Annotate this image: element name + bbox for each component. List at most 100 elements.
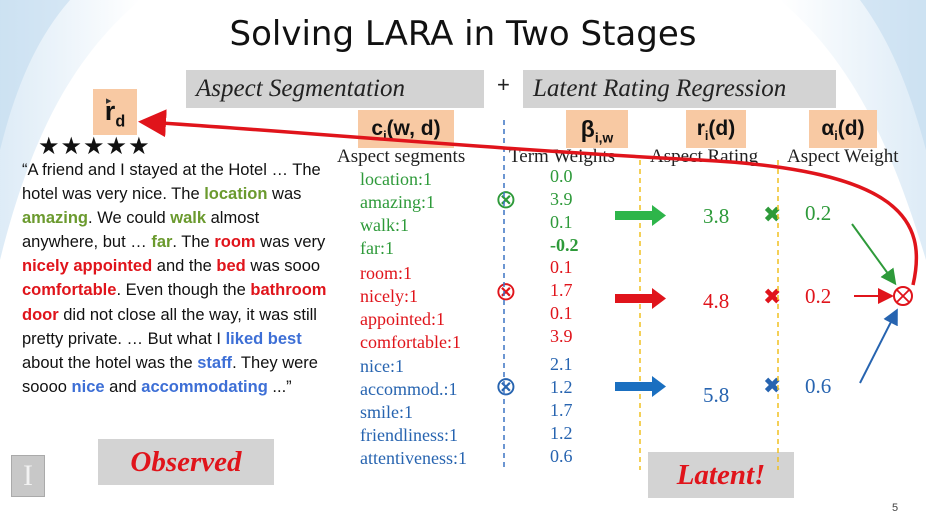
alpha-label: αi(d) [809, 110, 877, 148]
term-weight: 1.7 [550, 400, 573, 420]
review-text: “A friend and I stayed at the Hotel … Th… [22, 158, 332, 399]
aspect-rating-red: 4.8 [703, 289, 730, 313]
kw-bathroom-door: bathroom door [22, 281, 327, 324]
col-aspect-rating: Aspect Rating [650, 146, 759, 167]
kw-nice: nice [71, 377, 105, 396]
segment-term: room:1 [360, 263, 412, 283]
slide-title: Solving LARA in Two Stages [229, 14, 697, 54]
term-weight: 1.2 [550, 423, 573, 443]
kw-walk: walk [170, 209, 207, 228]
review-part: . Even though the [116, 281, 251, 300]
term-weight: 0.1 [550, 303, 573, 323]
rd-sub: d [115, 112, 126, 131]
segment-term: nice:1 [360, 356, 404, 376]
segment-term: appointed:1 [360, 309, 445, 329]
term-weight: 2.1 [550, 354, 573, 374]
kw-staff: staff [197, 353, 233, 372]
segment-term: far:1 [360, 238, 394, 258]
segment-term: location:1 [360, 169, 432, 189]
aspect-weight-blue: 0.6 [805, 374, 832, 398]
ci-label: ci(w, d) [358, 110, 454, 148]
segment-term: smile:1 [360, 402, 413, 422]
term-weight: 3.9 [550, 189, 573, 209]
segments-blue: nice:1 accommod.:1 smile:1 friendliness:… [360, 355, 467, 470]
segment-term: accommod.:1 [360, 379, 458, 399]
segment-term: walk:1 [360, 215, 409, 235]
stage1-box: Aspect Segmentation [186, 70, 484, 108]
kw-nicely-appointed: nicely appointed [22, 257, 153, 276]
aspect-rating-blue: 5.8 [703, 383, 730, 407]
review-part: about the hotel was the [22, 353, 198, 372]
ci-main: c [371, 117, 384, 140]
beta-label: βi,w [566, 110, 628, 148]
stage2-label: Latent Rating Regression [533, 75, 787, 102]
review-part: . They were soooo [22, 353, 318, 396]
segments-green: location:1 amazing:1 walk:1 far:1 [360, 168, 435, 260]
times-icon-green: ✖ [763, 203, 782, 228]
kw-room: room [214, 233, 256, 252]
term-weight: 0.1 [550, 212, 573, 232]
term-weight: 0.0 [550, 166, 573, 186]
review-part: was very [255, 233, 326, 252]
otimes-icon-green: ⊗ [495, 185, 517, 215]
term-weight: 1.7 [550, 280, 573, 300]
plus-sign: + [497, 72, 510, 97]
otimes-icon-blue: ⊗ [495, 372, 517, 402]
alpha-rest: (d) [837, 117, 865, 140]
ri-main: r [696, 117, 705, 140]
term-weight: 0.6 [550, 446, 573, 466]
star-rating: ★★★★★ [38, 133, 151, 160]
beta-main: β [580, 116, 595, 142]
times-icon-blue: ✖ [763, 374, 782, 399]
weights-red: 0.1 1.7 0.1 3.9 [550, 256, 573, 348]
segment-term: attentiveness:1 [360, 448, 467, 468]
review-part: and the [152, 257, 217, 276]
kw-comfortable: comfortable [22, 281, 117, 300]
university-logo: I [11, 455, 45, 497]
review-part: . We could [88, 209, 171, 228]
review-part: was sooo [245, 257, 321, 276]
stage1-label: Aspect Segmentation [196, 75, 405, 102]
rd-main: r [104, 96, 116, 126]
term-weight: 1.2 [550, 377, 573, 397]
kw-far: far [151, 233, 173, 252]
weights-blue: 2.1 1.2 1.7 1.2 0.6 [550, 353, 573, 468]
review-part: . The [172, 233, 215, 252]
segment-term: amazing:1 [360, 192, 435, 212]
ri-rest: (d) [708, 117, 736, 140]
aspect-weight-green: 0.2 [805, 201, 832, 225]
review-part: did not close all the way, it was still … [22, 305, 317, 348]
segments-red: room:1 nicely:1 appointed:1 comfortable:… [360, 262, 461, 354]
segment-term: nicely:1 [360, 286, 418, 306]
kw-liked-best: liked best [225, 329, 302, 348]
col-aspect-segments: Aspect segments [337, 146, 466, 167]
beta-sub: i,w [594, 130, 614, 146]
aspect-rating-green: 3.8 [703, 204, 730, 228]
stage2-box: Latent Rating Regression [523, 70, 836, 108]
page-number: 5 [892, 502, 899, 514]
segment-term: comfortable:1 [360, 332, 461, 352]
latent-label: Latent! [648, 452, 794, 498]
otimes-icon-red: ⊗ [495, 277, 517, 307]
ci-rest: (w, d) [386, 117, 441, 140]
alpha-main: α [821, 117, 835, 140]
col-aspect-weight: Aspect Weight [787, 146, 899, 167]
review-part: was [267, 185, 302, 204]
rd-label: rd [93, 89, 137, 135]
term-weight: -0.2 [550, 235, 579, 255]
ri-label: ri(d) [686, 110, 746, 148]
review-part: and [104, 377, 142, 396]
observed-label: Observed [98, 439, 274, 485]
times-icon-red: ✖ [763, 285, 782, 310]
kw-bed: bed [216, 257, 246, 276]
segment-term: friendliness:1 [360, 425, 458, 445]
kw-accommodating: accommodating [141, 377, 268, 396]
review-part: ...” [267, 377, 292, 396]
weights-green: 0.0 3.9 0.1 -0.2 [550, 165, 579, 257]
mouse-cursor-icon: ▸ [106, 95, 112, 107]
kw-location: location [204, 185, 268, 204]
aspect-weight-red: 0.2 [805, 284, 832, 308]
term-weight: 0.1 [550, 257, 573, 277]
kw-amazing: amazing [22, 209, 89, 228]
